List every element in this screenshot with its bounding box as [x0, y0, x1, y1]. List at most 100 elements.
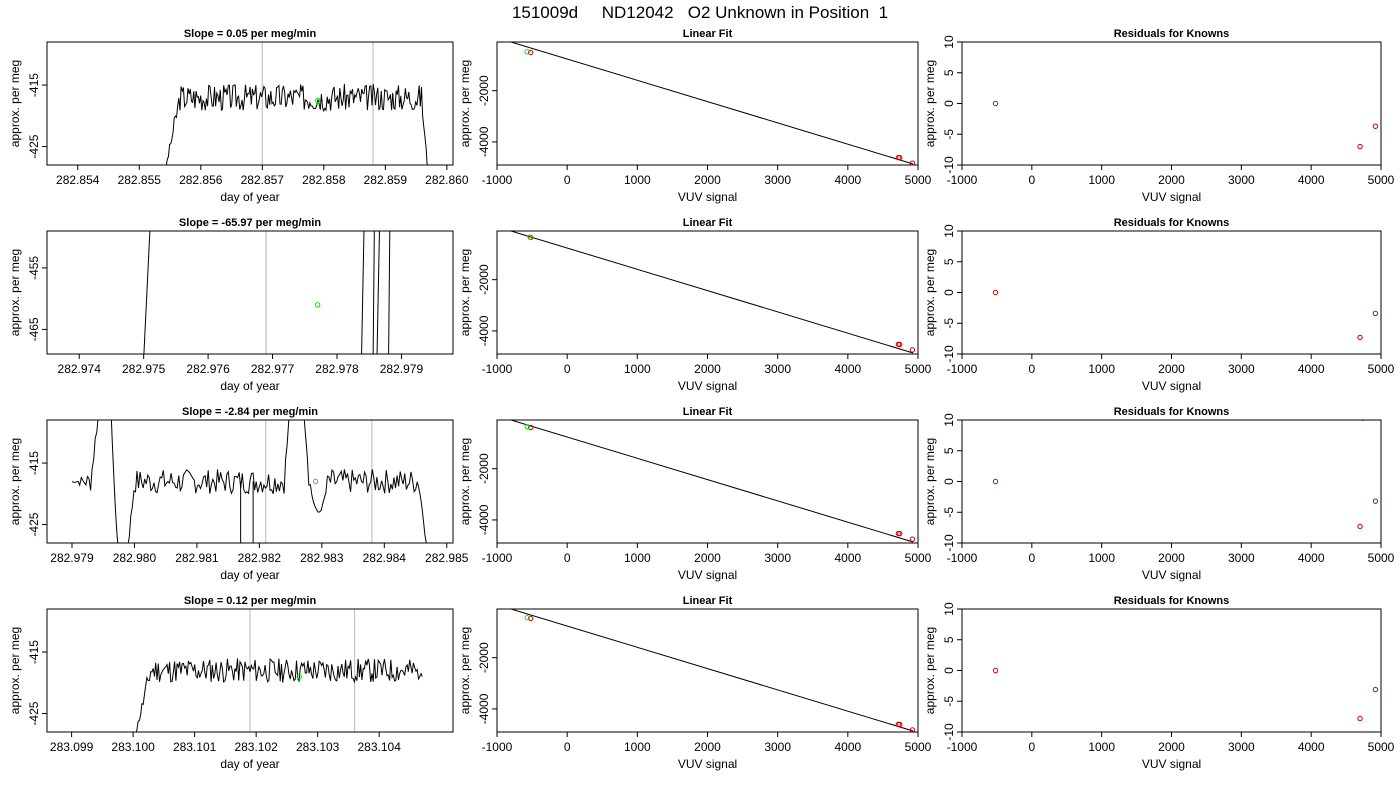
x-tick-label: 4000 — [834, 740, 861, 754]
chart-panel-8: -1000 0 1000 2000 3000 4000 5000 -4000 -2000 Line… — [458, 406, 932, 582]
x-tick-label: 282.974 — [58, 362, 102, 376]
x-tick-label: 5000 — [1368, 551, 1395, 565]
plot-frame — [961, 608, 1382, 733]
series-line — [135, 657, 423, 732]
x-tick-label: 282.979 — [50, 551, 94, 565]
x-tick-label: 282.980 — [113, 551, 157, 565]
series-line — [388, 231, 391, 354]
x-tick-label: 3000 — [764, 173, 791, 187]
y-tick-label: 0 — [942, 667, 956, 674]
y-tick-label: -10 — [942, 534, 956, 552]
x-tick-label: -1000 — [482, 740, 513, 754]
y-axis-label: approx. per meg — [458, 438, 472, 525]
known-point — [992, 667, 999, 674]
y-axis-label: approx. per meg — [8, 627, 22, 714]
known-point — [992, 100, 999, 107]
known-point — [527, 615, 534, 622]
panel-title: Slope = 0.12 per meg/min — [184, 595, 317, 607]
x-tick-label: 0 — [564, 173, 571, 187]
y-tick-label: -5 — [942, 129, 956, 140]
x-axis-label: day of year — [220, 568, 279, 582]
x-tick-label: 282.985 — [425, 551, 469, 565]
x-tick-label: 1000 — [1088, 551, 1115, 565]
x-tick-label: 4000 — [1298, 551, 1325, 565]
series-line — [71, 420, 427, 543]
known-point — [897, 341, 903, 348]
x-tick-label: 283.103 — [296, 740, 340, 754]
unknown-point — [524, 615, 530, 621]
known-point — [897, 530, 903, 537]
known-point — [992, 289, 999, 296]
plot-frame — [961, 230, 1382, 355]
x-tick-label: 5000 — [905, 362, 932, 376]
x-tick-label: 3000 — [1228, 740, 1255, 754]
y-tick-label: 0 — [942, 289, 956, 296]
y-tick-label: -4000 — [477, 504, 491, 535]
chart-panel-3: -1000 0 1000 2000 3000 4000 5000 -10 -5 0 5 10 Resid… — [923, 28, 1395, 204]
y-tick-label: 10 — [942, 602, 956, 616]
x-tick-label: 2000 — [1158, 740, 1185, 754]
panel-title: Residuals for Knowns — [1114, 217, 1230, 229]
x-tick-label: 1000 — [624, 173, 651, 187]
x-tick-label: 3000 — [1228, 173, 1255, 187]
plot-area — [71, 420, 427, 543]
panel-title: Residuals for Knowns — [1114, 28, 1230, 40]
fit-line — [510, 609, 914, 732]
x-tick-label: 283.099 — [50, 740, 94, 754]
fit-line — [510, 420, 914, 543]
x-tick-label: 5000 — [1368, 362, 1395, 376]
plot-frame — [46, 230, 454, 355]
x-tick-label: 2000 — [694, 173, 721, 187]
panel-title: Linear Fit — [683, 406, 733, 418]
y-tick-label: 10 — [942, 413, 956, 427]
known-point — [909, 727, 916, 732]
x-axis-label: VUV signal — [678, 379, 737, 393]
x-tick-label: 4000 — [834, 551, 861, 565]
y-tick-label: -4000 — [477, 126, 491, 157]
x-tick-label: 282.860 — [425, 173, 469, 187]
x-axis-label: day of year — [220, 190, 279, 204]
y-axis-label: approx. per meg — [8, 249, 22, 336]
y-axis-label: approx. per meg — [8, 438, 22, 525]
y-axis-label: approx. per meg — [458, 60, 472, 147]
x-axis-label: VUV signal — [678, 568, 737, 582]
x-tick-label: 282.857 — [241, 173, 285, 187]
y-tick-label: -465 — [27, 317, 41, 341]
y-tick-label: -10 — [942, 723, 956, 741]
x-tick-label: 282.984 — [363, 551, 407, 565]
y-tick-label: -2000 — [477, 642, 491, 673]
y-tick-label: -425 — [27, 701, 41, 725]
y-tick-label: 5 — [942, 258, 956, 265]
plot-area — [992, 667, 1379, 722]
panel-title: Slope = 0.05 per meg/min — [184, 28, 317, 40]
x-tick-label: 2000 — [694, 740, 721, 754]
x-tick-label: 0 — [564, 551, 571, 565]
chart-panel-11: -1000 0 1000 2000 3000 4000 5000 -4000 -2000 Line… — [458, 595, 932, 771]
plot-frame — [961, 419, 1382, 544]
plot-frame — [46, 41, 454, 166]
x-tick-label: 2000 — [1158, 362, 1185, 376]
series-line — [372, 231, 375, 354]
x-tick-label: 282.856 — [179, 173, 223, 187]
y-tick-label: 10 — [942, 35, 956, 49]
y-tick-label: 5 — [942, 447, 956, 454]
x-tick-label: -1000 — [947, 173, 978, 187]
x-tick-label: 4000 — [1298, 740, 1325, 754]
plot-area — [143, 231, 391, 354]
y-tick-label: -4000 — [477, 315, 491, 346]
panels-grid: 282.854 282.855 282.856 282.857 282.858 282.8… — [8, 28, 1395, 771]
plot-area — [135, 609, 423, 732]
series-line — [143, 231, 151, 354]
chart-panel-2: -1000 0 1000 2000 3000 4000 5000 -4000 -2000 Line… — [458, 28, 932, 204]
x-tick-label: 283.102 — [234, 740, 278, 754]
chart-panel-6: -1000 0 1000 2000 3000 4000 5000 -10 -5 0 5 10 Resid… — [923, 217, 1395, 393]
figure-title: 151009d ND12042 O2 Unknown in Position 1 — [512, 3, 888, 22]
unknown-point — [524, 423, 530, 430]
y-axis-label: approx. per meg — [458, 627, 472, 714]
plot-frame — [46, 419, 454, 544]
x-tick-label: 5000 — [905, 551, 932, 565]
x-tick-label: 282.981 — [175, 551, 219, 565]
y-tick-label: 5 — [942, 636, 956, 643]
x-axis-label: VUV signal — [1142, 568, 1201, 582]
chart-panel-4: 282.974 282.975 282.976 282.977 282.978 282.9… — [8, 217, 454, 393]
